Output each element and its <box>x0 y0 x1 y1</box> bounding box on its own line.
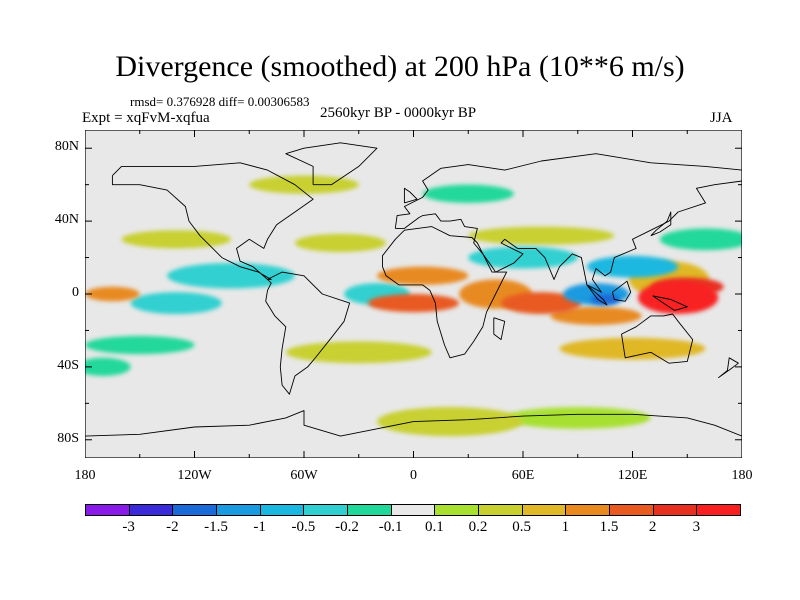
coastline-madagascar <box>493 317 506 341</box>
colorbar-label: 0.2 <box>468 519 488 535</box>
colorbar-swatch <box>216 504 261 516</box>
y-tick-label: 80N <box>54 139 79 155</box>
colorbar-label: 1 <box>561 519 570 535</box>
field-anomaly-region <box>167 263 295 289</box>
field-anomaly-region <box>285 341 432 364</box>
colorbar-swatch <box>128 504 174 516</box>
colorbar-label: 3 <box>692 519 701 535</box>
y-tick-label: 40N <box>54 212 79 228</box>
field-anomaly-region <box>130 292 222 315</box>
colorbar-swatch <box>259 504 305 516</box>
field-anomaly-region <box>121 230 231 249</box>
field-anomaly-region <box>377 266 469 285</box>
x-tick-label: 0 <box>410 468 417 483</box>
field-anomaly-region <box>637 281 719 315</box>
colorbar-swatch <box>696 504 741 516</box>
coastline-new-guinea <box>652 295 688 311</box>
season-text: JJA <box>710 110 733 126</box>
x-tick-label: 180 <box>74 468 96 483</box>
colorbar-label: 1.5 <box>599 519 619 535</box>
colorbar-swatch <box>521 504 567 516</box>
coastline-eurasia <box>394 153 742 293</box>
colorbar-label: -3 <box>122 519 135 535</box>
map-panel <box>84 129 743 459</box>
colorbar-swatch <box>565 504 610 516</box>
colorbar-swatch <box>478 504 523 516</box>
field-anomaly-region <box>367 294 460 313</box>
colorbar-label: 0.1 <box>424 519 444 535</box>
field-anomaly-region <box>504 406 651 429</box>
coastline-greenland <box>285 142 378 186</box>
coastline-africa <box>382 226 508 359</box>
coastline-south-america <box>265 271 351 395</box>
x-tick-label: 60W <box>290 468 318 483</box>
coastline-australia <box>621 313 694 364</box>
field-anomaly-region <box>422 184 514 203</box>
field-anomaly-region <box>550 306 642 325</box>
field-anomaly-region <box>468 226 615 245</box>
colorbar-label: 2 <box>648 519 657 535</box>
field-anomaly-region <box>586 255 679 278</box>
colorbar-label: 0.5 <box>512 519 532 535</box>
field-anomaly-region <box>659 228 742 251</box>
coastline-borneo <box>611 280 632 302</box>
field-anomaly-region <box>501 292 582 315</box>
x-tick-label: 180 <box>731 468 753 483</box>
coastline-new-zealand <box>718 357 739 379</box>
field-anomaly-region <box>85 335 195 355</box>
x-tick-label: 120W <box>177 468 212 483</box>
colorbar-swatch <box>609 504 654 516</box>
colorbar-label: -2 <box>166 519 179 535</box>
coastline-north-america <box>111 162 314 280</box>
field-anomaly-region <box>85 357 131 376</box>
coastline-uk <box>403 187 418 204</box>
experiment-text: Expt = xqFvM-xqfua <box>82 110 210 126</box>
chart-title: Divergence (smoothed) at 200 hPa (10**6 … <box>115 50 685 83</box>
colorbar-swatch <box>347 504 392 516</box>
x-tick-label: 120E <box>617 468 648 483</box>
divergence-map <box>84 129 743 459</box>
field-anomaly-region <box>294 233 387 253</box>
colorbar-label: -1.5 <box>204 519 228 535</box>
colorbar-swatch <box>434 504 479 516</box>
field-anomaly-region <box>85 286 140 302</box>
colorbar-swatch <box>390 504 436 516</box>
colorbar-label: -1 <box>253 519 266 535</box>
field-anomaly-region <box>590 294 620 305</box>
colorbar-swatch <box>172 504 217 516</box>
field-anomaly-region <box>377 406 523 437</box>
colorbar-swatch <box>652 504 698 516</box>
stats-text: rmsd= 0.376928 diff= 0.00306583 <box>130 94 310 109</box>
y-tick-label: 80S <box>57 430 79 446</box>
colorbar-label: -0.5 <box>291 519 316 535</box>
colorbar-swatch <box>85 504 130 516</box>
field-anomaly-region <box>468 246 578 269</box>
colorbar-label: -0.2 <box>335 519 359 535</box>
field-anomaly-region <box>559 337 706 360</box>
period-text: 2560kyr BP - 0000kyr BP <box>320 105 477 121</box>
colorbar-label: -0.1 <box>378 519 403 535</box>
y-tick-label: 0 <box>72 285 79 300</box>
coastline-japan <box>650 211 672 237</box>
coastline-sumatra <box>586 284 608 306</box>
coastline-antarctica <box>85 410 742 437</box>
field-anomaly-region <box>249 175 359 194</box>
colorbar-swatch <box>303 504 348 516</box>
y-tick-label: 40S <box>57 357 79 373</box>
x-tick-label: 60E <box>511 468 535 483</box>
